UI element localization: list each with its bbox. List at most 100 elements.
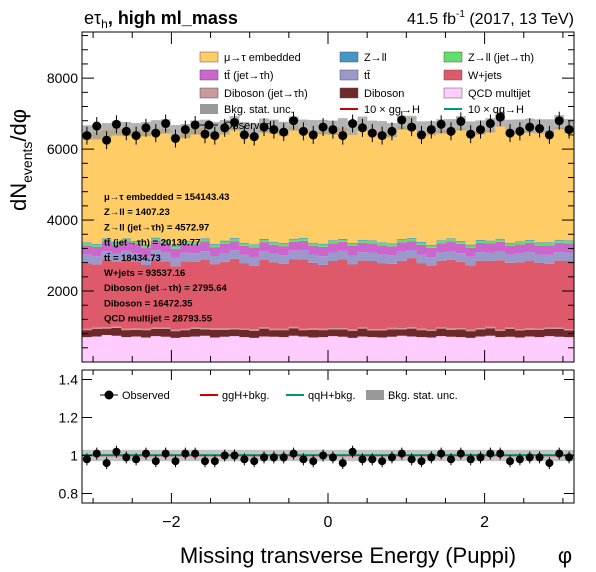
ratio-point xyxy=(161,449,170,458)
ratio-point xyxy=(417,457,426,466)
observed-point xyxy=(318,122,328,132)
ratio-point xyxy=(260,453,269,462)
observed-point xyxy=(289,116,299,126)
observed-point xyxy=(298,126,308,136)
ratio-point xyxy=(250,457,259,466)
ratio-point xyxy=(358,455,367,464)
ratio-point xyxy=(476,453,485,462)
observed-point xyxy=(141,123,151,133)
ratio-point xyxy=(299,455,308,464)
ratio-point xyxy=(565,453,574,462)
ratio-point xyxy=(496,449,505,458)
ratio-y-tick-label: 0.8 xyxy=(59,486,79,502)
observed-point xyxy=(190,120,200,130)
observed-point xyxy=(407,122,417,132)
legend-label: Z→ll xyxy=(364,52,387,64)
legend-label: QCD multijet xyxy=(468,88,530,100)
observed-point xyxy=(456,116,466,126)
ratio-point xyxy=(378,457,387,466)
ratio-point xyxy=(319,451,328,460)
observed-point xyxy=(357,123,367,133)
observed-point xyxy=(210,131,220,141)
observed-point xyxy=(564,125,574,135)
yield-label-7: Diboson = 16472.35 xyxy=(104,298,193,309)
legend-label: μ→τ embedded xyxy=(224,52,301,64)
legend-label: tt̄ xyxy=(364,70,370,82)
observed-point xyxy=(308,130,318,140)
stack-tt̄ xyxy=(82,249,574,267)
ratio-point xyxy=(181,449,190,458)
observed-point xyxy=(259,122,269,132)
legend-swatch xyxy=(443,69,463,81)
ratio-y-tick-label: 1.2 xyxy=(59,410,79,426)
yield-label-4: tt̄ = 18434.73 xyxy=(104,253,161,264)
legend-label: Diboson (jet→τh) xyxy=(224,88,308,100)
observed-point xyxy=(554,116,564,126)
ratio-point xyxy=(269,453,278,462)
observed-point xyxy=(436,119,446,129)
yield-label-3: tt̄ (jet→τh) = 20130.77 xyxy=(104,238,200,249)
ratio-point xyxy=(82,455,91,464)
ratio-point xyxy=(535,453,544,462)
ratio-point xyxy=(328,453,337,462)
observed-point xyxy=(328,125,338,135)
stack-W+jets xyxy=(82,258,574,330)
ratio-point xyxy=(407,455,416,464)
observed-point xyxy=(416,130,426,140)
observed-point xyxy=(535,124,545,134)
ratio-point xyxy=(506,457,515,466)
ratio-point xyxy=(309,457,318,466)
ratio-point xyxy=(240,455,249,464)
observed-point xyxy=(121,126,131,136)
observed-point xyxy=(131,131,141,141)
x-axis-unit-label: φ xyxy=(558,543,572,568)
observed-point xyxy=(348,119,358,129)
ratio-point xyxy=(112,447,121,456)
observed-point xyxy=(495,112,505,122)
ratio-legend-label: Bkg. stat. unc. xyxy=(388,390,458,402)
stack-Z→ll (jet→τh) xyxy=(82,238,574,249)
stack-tt̄ (jet→τh) xyxy=(82,240,574,258)
observed-point xyxy=(230,117,240,127)
ratio-point xyxy=(397,449,406,458)
top-y-tick-label: 4000 xyxy=(47,212,78,228)
legend-swatch xyxy=(199,87,219,99)
ratio-legend-label: ggH+bkg. xyxy=(222,390,269,402)
observed-point xyxy=(485,119,495,129)
yield-label-6: Diboson (jet→τh) = 2795.64 xyxy=(104,283,227,294)
x-tick-label: 0 xyxy=(324,514,333,531)
observed-point xyxy=(220,123,230,133)
observed-point xyxy=(269,125,279,135)
observed-point xyxy=(505,128,515,138)
ratio-point xyxy=(525,453,534,462)
legend-swatch xyxy=(339,51,359,63)
ratio-point xyxy=(289,449,298,458)
yield-label-1: Z→ll = 1407.23 xyxy=(104,207,170,218)
legend-swatch xyxy=(443,51,463,63)
legend-label: 10 × qq→H xyxy=(468,104,524,116)
ratio-point xyxy=(447,455,455,464)
x-tick-label: 2 xyxy=(480,514,489,531)
legend-label: Diboson xyxy=(364,88,404,100)
observed-point xyxy=(249,132,259,142)
legend-marker xyxy=(204,120,214,130)
observed-point xyxy=(200,129,210,139)
observed-point xyxy=(279,127,289,137)
legend-label: W+jets xyxy=(468,70,502,82)
ratio-point xyxy=(191,449,200,458)
observed-point xyxy=(515,126,525,136)
ratio-point xyxy=(220,451,229,460)
observed-point xyxy=(82,131,92,141)
yield-label-5: W+jets = 93537.16 xyxy=(104,268,185,279)
legend-swatch xyxy=(199,69,219,81)
legend-label: 10 × gg→H xyxy=(364,104,420,116)
observed-point xyxy=(397,115,407,125)
top-y-tick-label: 8000 xyxy=(47,70,78,86)
observed-point xyxy=(102,135,112,145)
ratio-point xyxy=(201,457,209,466)
observed-point xyxy=(180,125,190,135)
ratio-y-tick-label: 1 xyxy=(70,448,78,464)
observed-point xyxy=(476,125,486,135)
channel-label: eτh, high ml_mass xyxy=(84,8,238,31)
